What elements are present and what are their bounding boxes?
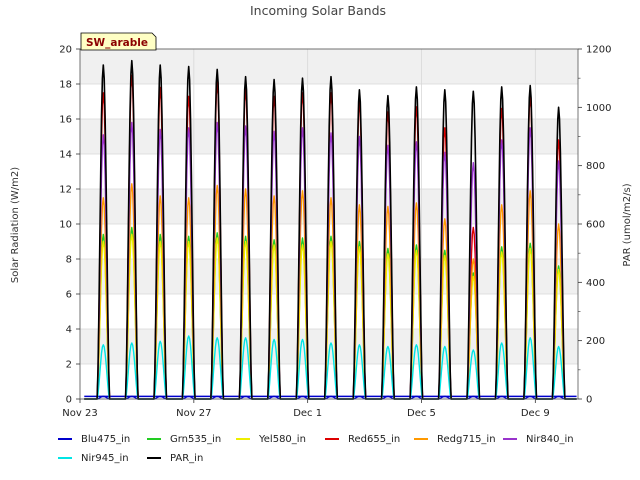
y-left-tick-label: 0 — [66, 395, 72, 406]
y-left-tick-label: 16 — [59, 115, 72, 126]
series-line-par-in — [84, 59, 577, 400]
legend-item-yel580-in: Yel580_in — [236, 434, 306, 445]
y-left-tick-label: 2 — [66, 360, 72, 371]
legend-label: Redg715_in — [437, 434, 496, 445]
y-left-tick-label: 12 — [59, 185, 72, 196]
legend-label: Nir945_in — [81, 453, 129, 464]
y-left-tick-label: 10 — [59, 220, 72, 231]
y-right-tick-label: 400 — [586, 278, 605, 289]
legend-label: Blu475_in — [81, 434, 130, 445]
legend-item-par-in: PAR_in — [147, 453, 203, 464]
y-axis-left-label: Solar Radiation (W/m2) — [10, 167, 21, 283]
legend-label: Red655_in — [348, 434, 400, 445]
y-right-tick-label: 200 — [586, 336, 605, 347]
y-left-tick-label: 14 — [59, 150, 72, 161]
legend-label: Yel580_in — [258, 434, 306, 445]
legend: Blu475_in Grn535_in Yel580_in Red655_in Redg… — [58, 434, 574, 464]
legend-item-redg715-in: Redg715_in — [414, 434, 496, 445]
series-layer — [84, 59, 577, 400]
x-tick-label: Dec 9 — [521, 408, 550, 419]
y-right-tick-label: 1200 — [586, 45, 611, 56]
legend-item-blu475-in: Blu475_in — [58, 434, 130, 445]
y-axis-right-label: PAR (umol/m2/s) — [622, 183, 633, 266]
y-right-tick-label: 800 — [586, 161, 605, 172]
x-tick-label: Dec 1 — [293, 408, 322, 419]
legend-item-grn535-in: Grn535_in — [147, 434, 221, 445]
y-right-tick-label: 0 — [586, 395, 592, 406]
legend-item-nir840-in: Nir840_in — [503, 434, 574, 445]
x-tick-label: Nov 27 — [176, 408, 211, 419]
legend-label: Grn535_in — [170, 434, 221, 445]
chart-title: Incoming Solar Bands — [250, 3, 386, 18]
legend-label: Nir840_in — [526, 434, 574, 445]
x-tick-label: Dec 5 — [407, 408, 436, 419]
legend-label: PAR_in — [170, 453, 203, 464]
y-left-tick-label: 8 — [66, 255, 72, 266]
y-left-tick-label: 6 — [66, 290, 72, 301]
y-left-tick-label: 20 — [59, 45, 72, 56]
legend-item-nir945-in: Nir945_in — [58, 453, 129, 464]
y-left-tick-label: 18 — [59, 80, 72, 91]
y-right-tick-label: 600 — [586, 220, 605, 231]
legend-item-red655-in: Red655_in — [325, 434, 400, 445]
y-right-tick-label: 1000 — [586, 103, 611, 114]
plot-band — [80, 49, 578, 84]
site-label: SW_arable — [86, 37, 148, 49]
y-left-tick-label: 4 — [66, 325, 72, 336]
series-line-nir945-in — [84, 335, 577, 400]
x-tick-label: Nov 23 — [62, 408, 97, 419]
axes: 02468101214161820020040060080010001200No… — [59, 45, 611, 420]
site-label-badge: SW_arable — [80, 32, 157, 51]
